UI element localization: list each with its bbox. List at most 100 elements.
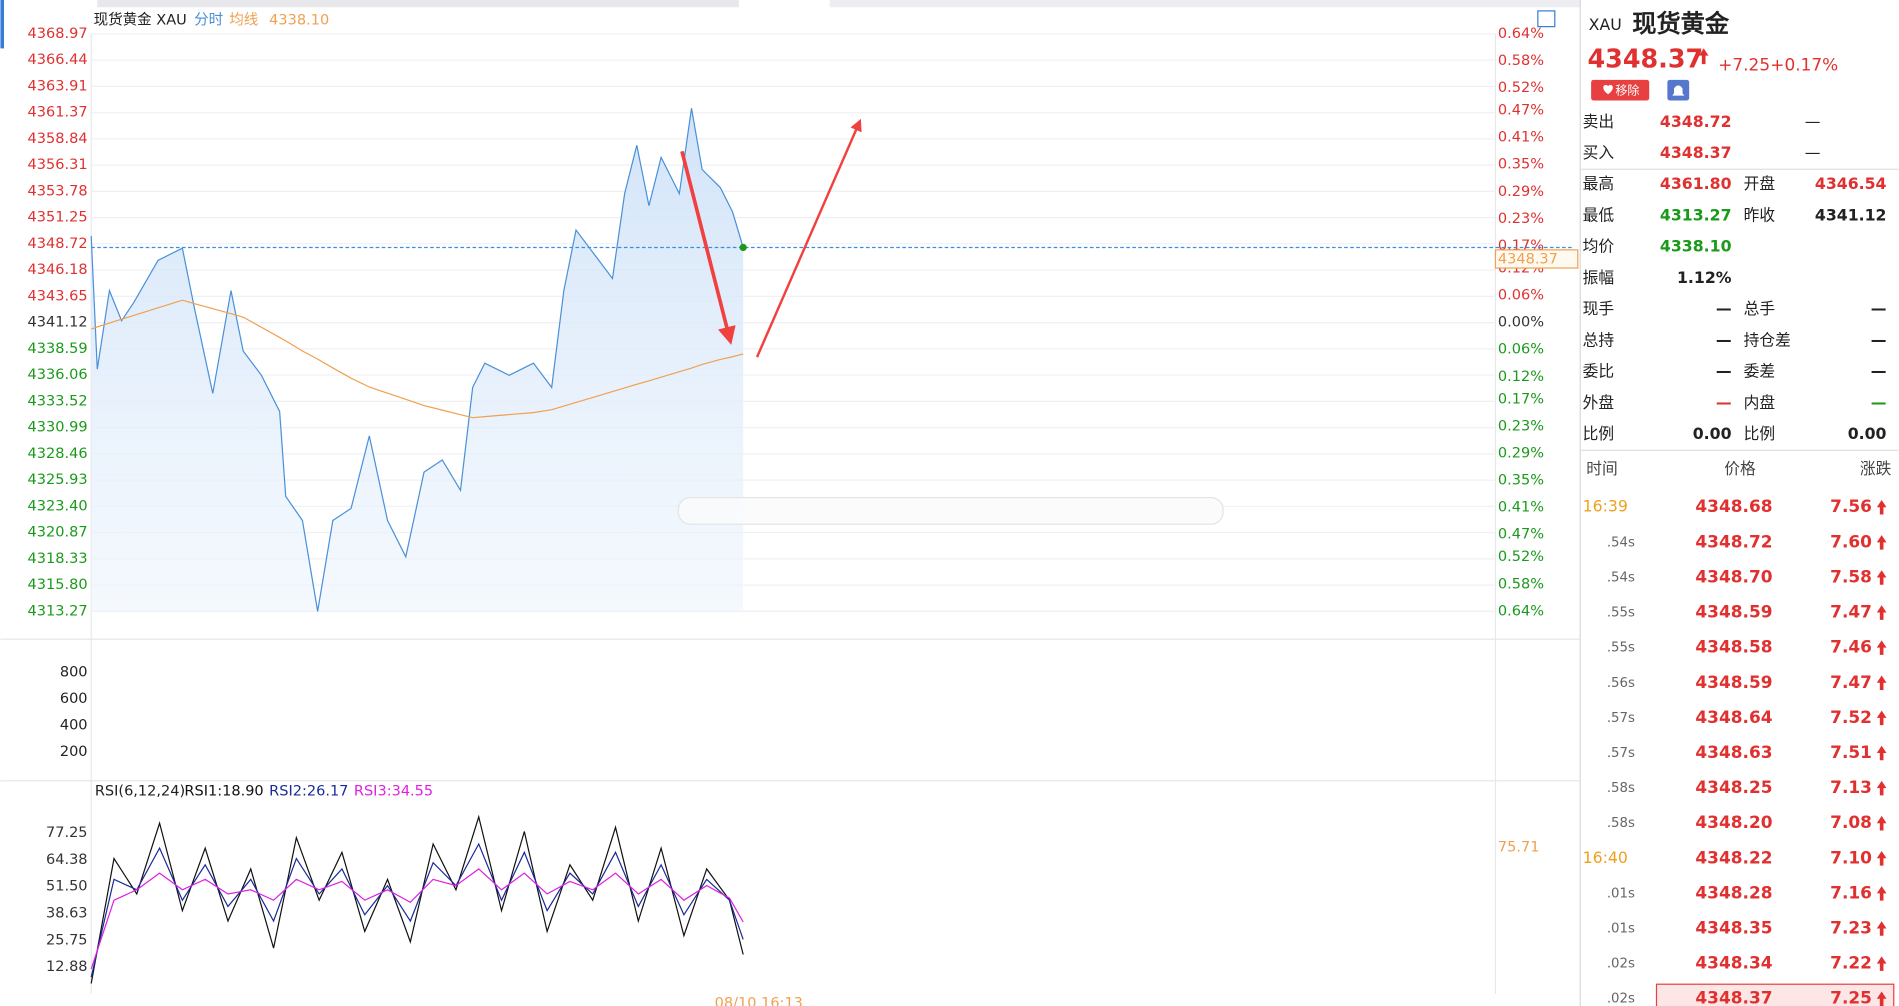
y2-tick-label: 0.52%	[1498, 80, 1544, 96]
series-line	[90, 299, 744, 419]
price-tag-label: 4348.37	[1498, 252, 1558, 268]
y-tick-label: 4341.12	[28, 315, 88, 331]
series-line	[90, 842, 744, 978]
trade-time: .01s	[1607, 922, 1635, 937]
table-header: 时间	[1586, 459, 1617, 478]
trade-time: .57s	[1607, 746, 1635, 761]
trade-price: 4348.70	[1695, 566, 1772, 586]
trade-time: .55s	[1607, 641, 1635, 656]
side-tab[interactable]	[0, 0, 5, 49]
y-tick-label: 4330.99	[28, 420, 88, 436]
field-label: 均价	[1583, 237, 1615, 256]
field-label: 比例	[1744, 424, 1775, 443]
table-header: 涨跌	[1860, 459, 1892, 478]
last-point	[739, 243, 747, 252]
trade-time: .54s	[1607, 535, 1635, 550]
field-value: 1.12%	[1677, 268, 1732, 287]
y-tick-label: 4348.72	[28, 236, 88, 252]
symbol-name: 现货黄金	[1632, 9, 1730, 38]
up-arrow	[1876, 815, 1887, 831]
field-value: 4338.10	[1660, 237, 1732, 256]
trade-price: 4348.35	[1695, 918, 1772, 938]
up-arrow	[1876, 956, 1887, 971]
y2-tick-label: 0.64%	[1498, 26, 1544, 42]
field-label: 委差	[1744, 362, 1775, 381]
trade-change: 7.58	[1830, 566, 1872, 586]
y2-tick-label: 0.29%	[1498, 184, 1544, 200]
up-arrow	[1698, 48, 1709, 65]
legend-value: 4338.10	[269, 13, 329, 29]
y-tick-label: 400	[60, 717, 88, 733]
field-label: 外盘	[1583, 393, 1615, 412]
trade-time: .57s	[1607, 711, 1635, 726]
trade-price: 4348.34	[1695, 953, 1772, 973]
trade-change: 7.52	[1830, 707, 1872, 727]
y-tick-label: 4346.18	[28, 262, 88, 278]
y2-tick-label: 0.64%	[1498, 603, 1544, 619]
field-extra: —	[1805, 112, 1821, 131]
trade-time: 16:40	[1583, 848, 1628, 867]
legend-entry: RSI3:34.55	[354, 784, 433, 800]
trade-time: .58s	[1607, 781, 1635, 796]
trade-time: 16:39	[1583, 497, 1628, 516]
price-change: +7.25	[1718, 54, 1770, 74]
remove-button-label[interactable]: 移除	[1615, 82, 1639, 97]
trade-price: 4348.22	[1695, 847, 1772, 867]
bell-icon	[1672, 85, 1685, 96]
y-tick-label: 4325.93	[28, 472, 88, 488]
trade-price: 4348.64	[1695, 707, 1772, 727]
y-tick-label: 4356.31	[28, 157, 88, 173]
field-value: —	[1716, 362, 1732, 381]
last-price: 4348.37	[1587, 44, 1703, 74]
field-value: 4361.80	[1660, 174, 1732, 193]
chart-title: RSI(6,12,24)	[95, 784, 185, 800]
y-tick-label: 4358.84	[28, 131, 88, 147]
expand-icon[interactable]	[1537, 10, 1556, 28]
legend-entry: 均线	[229, 12, 258, 29]
field-value: —	[1871, 330, 1887, 349]
y-tick-label: 800	[60, 664, 88, 680]
trade-change: 7.08	[1830, 812, 1872, 832]
toolbar-strip	[829, 0, 1581, 8]
trade-price: 4348.72	[1695, 531, 1772, 551]
trade-time: .02s	[1607, 992, 1635, 1006]
trade-change: 7.47	[1830, 602, 1872, 622]
y2-tick-label: 0.23%	[1498, 211, 1544, 227]
field-value: —	[1871, 299, 1887, 318]
y-tick-label: 4343.65	[28, 288, 88, 304]
up-arrow	[1876, 991, 1887, 1006]
up-arrow	[1876, 605, 1887, 620]
y2-tick-label: 0.41%	[1498, 130, 1544, 146]
up-arrow	[1876, 780, 1887, 796]
legend-entry: 分时	[194, 12, 223, 29]
trade-price: 4348.59	[1695, 672, 1772, 692]
y-tick-label: 4318.33	[28, 551, 88, 567]
trade-time: .58s	[1607, 816, 1635, 831]
trade-price: 4348.58	[1695, 637, 1772, 657]
trade-change: 7.46	[1830, 637, 1872, 657]
field-value: —	[1871, 393, 1887, 412]
field-label: 总持	[1583, 330, 1615, 349]
y2-tick-label: 0.17%	[1498, 391, 1544, 407]
field-label: 最低	[1583, 205, 1615, 224]
field-extra: —	[1805, 143, 1821, 162]
series-line	[90, 868, 744, 970]
y-tick-label: 4313.27	[28, 603, 88, 619]
row-highlight	[1655, 983, 1895, 1006]
y-tick-label: 4323.40	[28, 498, 88, 514]
y-tick-label: 4368.97	[28, 26, 88, 42]
field-value: 0.00	[1693, 424, 1732, 443]
up-arrow	[1876, 535, 1887, 550]
y-tick-label: 64.38	[46, 852, 88, 868]
field-label: 买入	[1583, 143, 1615, 162]
field-value: —	[1716, 330, 1732, 349]
symbol-code: XAU	[1589, 15, 1622, 34]
trade-time: .56s	[1607, 676, 1635, 691]
trade-price: 4348.63	[1695, 742, 1772, 762]
overlay-bar	[677, 496, 1224, 525]
series-line	[90, 108, 744, 612]
y2-tick-label: 0.35%	[1498, 157, 1544, 173]
trade-price: 4348.28	[1695, 882, 1772, 902]
